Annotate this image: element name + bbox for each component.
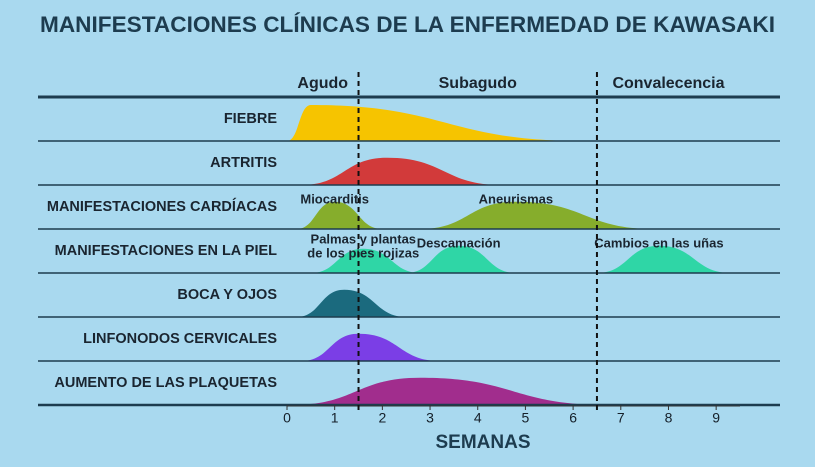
x-tick-label: 4 [474,410,482,426]
x-tick-label: 6 [569,410,577,426]
bump-label: Aneurismas [479,191,553,206]
bump-label: Palmas y plantas [311,231,417,246]
row-label: FIEBRE [224,111,278,127]
phase-label: Convalecencia [612,75,724,92]
phase-label: Agudo [297,75,348,92]
x-tick-label: 7 [617,410,625,426]
bump [287,105,583,141]
row-label: ARTRITIS [210,155,277,171]
bump-label: Descamación [417,235,501,250]
x-tick-label: 9 [712,410,720,426]
bump [301,157,502,185]
x-tick-label: 3 [426,410,434,426]
x-tick-label: 5 [522,410,530,426]
chart-title: MANIFESTACIONES CLÍNICAS DE LA ENFERMEDA… [40,12,775,37]
bump-label: Cambios en las uñas [594,235,723,250]
row-label: LINFONODOS CERVICALES [83,331,277,347]
row-label: MANIFESTACIONES EN LA PIEL [55,243,277,259]
x-tick-label: 0 [283,410,291,426]
x-tick-label: 2 [378,410,386,426]
row-label: MANIFESTACIONES CARDÍACAS [47,198,277,215]
x-tick-label: 1 [331,410,339,426]
bump [296,289,407,317]
bump [310,248,421,273]
bump-label: de los pies rojizas [307,245,419,260]
bump-label: Miocarditis [300,191,369,206]
bump [301,333,440,361]
bump [296,201,383,229]
x-axis-label: SEMANAS [435,432,530,453]
phase-label: Subagudo [439,75,517,92]
row-label: AUMENTO DE LAS PLAQUETAS [54,375,277,391]
bump [596,245,731,273]
bump [406,245,516,273]
x-tick-label: 8 [665,410,673,426]
bump [420,201,655,229]
bump [291,377,607,405]
row-label: BOCA Y OJOS [177,287,277,303]
